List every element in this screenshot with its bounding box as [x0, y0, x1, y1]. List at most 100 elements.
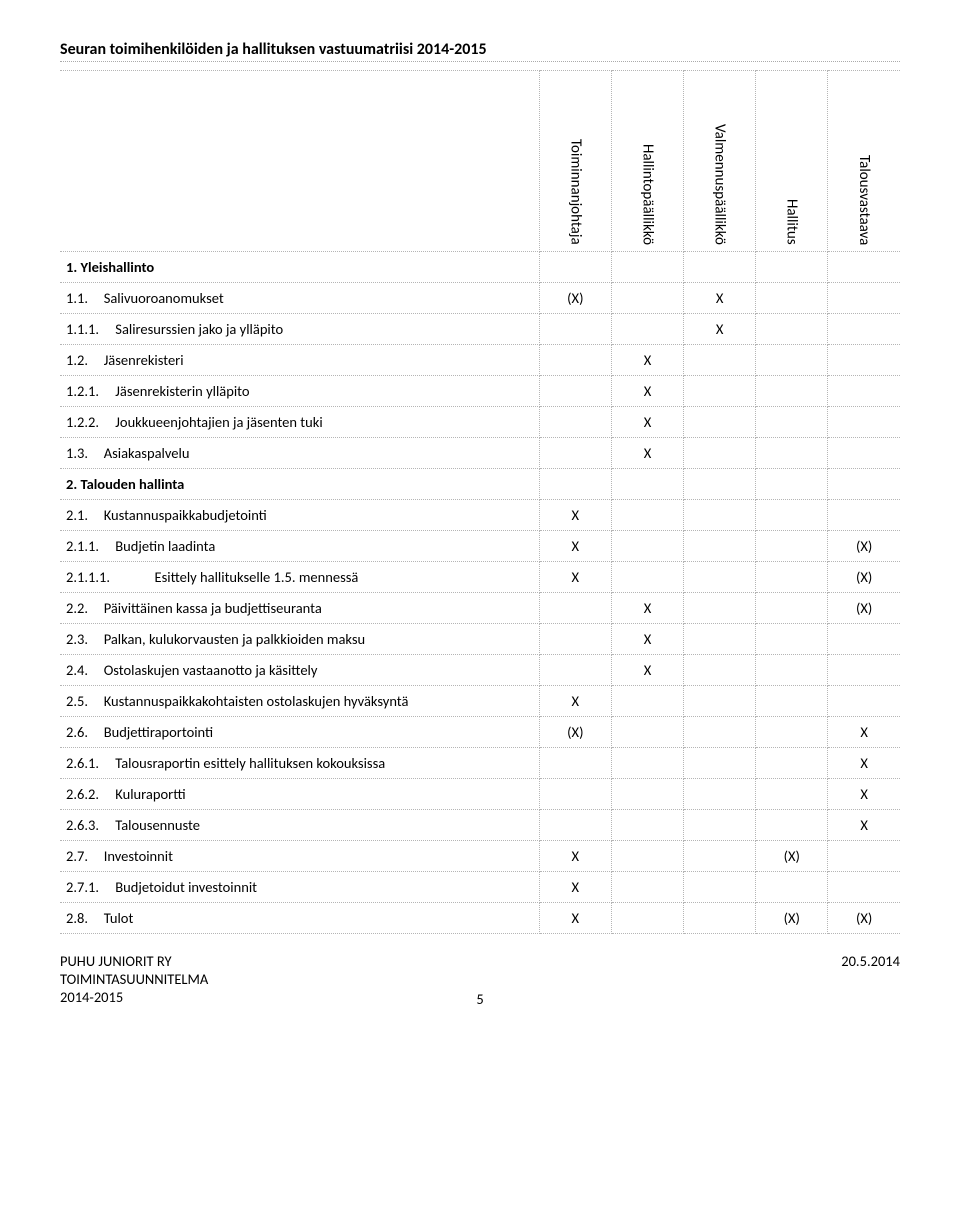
row-label: 2.2.Päivittäinen kassa ja budjettiseuran…	[60, 593, 539, 624]
row-number: 1.2.	[66, 351, 104, 369]
col-label: Toiminnanjohtaja	[566, 139, 584, 245]
matrix-cell	[611, 500, 683, 531]
matrix-cell: X	[539, 500, 611, 531]
matrix-cell: (X)	[539, 283, 611, 314]
matrix-cell	[756, 531, 828, 562]
matrix-cell: (X)	[756, 841, 828, 872]
row-number: 2.1.1.	[66, 537, 115, 555]
col-header: Toiminnanjohtaja	[539, 71, 611, 252]
row-number: 1.1.	[66, 289, 104, 307]
matrix-cell	[756, 686, 828, 717]
footer-doc: TOIMINTASUUNNITELMA	[60, 970, 208, 988]
matrix-cell	[828, 655, 900, 686]
row-number: 2.8.	[66, 909, 104, 927]
row-number: 2.2.	[66, 599, 104, 617]
row-text: Päivittäinen kassa ja budjettiseuranta	[104, 599, 322, 617]
matrix-cell	[828, 345, 900, 376]
table-row: 2.6.3.TalousennusteX	[60, 810, 900, 841]
matrix-cell	[539, 624, 611, 655]
row-text: Tulot	[104, 909, 134, 927]
row-text: Investoinnit	[104, 847, 173, 865]
row-number: 1.1.1.	[66, 320, 115, 338]
col-label: Hallintopäällikkö	[638, 144, 656, 245]
row-text: Kustannuspaikkakohtaisten ostolaskujen h…	[104, 692, 409, 710]
matrix-cell	[684, 469, 756, 500]
matrix-cell	[539, 748, 611, 779]
row-number: 2.7.1.	[66, 878, 115, 896]
row-label: 2. Talouden hallinta	[60, 469, 539, 500]
matrix-cell	[539, 469, 611, 500]
table-row: 2.8.TulotX(X)(X)	[60, 903, 900, 934]
row-text: Budjetoidut investoinnit	[115, 878, 257, 896]
matrix-cell: X	[828, 748, 900, 779]
footer-org: PUHU JUNIORIT RY	[60, 952, 208, 970]
col-header: Valmennuspäällikkö	[684, 71, 756, 252]
row-text: Joukkueenjohtajien ja jäsenten tuki	[115, 413, 322, 431]
table-row: 1.2.JäsenrekisteriX	[60, 345, 900, 376]
matrix-cell	[539, 407, 611, 438]
row-label: 2.7.1.Budjetoidut investoinnit	[60, 872, 539, 903]
matrix-cell	[684, 779, 756, 810]
matrix-cell	[684, 872, 756, 903]
matrix-cell	[756, 407, 828, 438]
table-row: 2.1.1.Budjetin laadintaX(X)	[60, 531, 900, 562]
matrix-cell: X	[539, 872, 611, 903]
col-label: Talousvastaava	[855, 155, 873, 245]
matrix-cell	[539, 438, 611, 469]
matrix-cell	[756, 810, 828, 841]
row-label: 2.6.2.Kuluraportti	[60, 779, 539, 810]
matrix-cell	[539, 376, 611, 407]
row-label: 2.1.1.Budjetin laadinta	[60, 531, 539, 562]
row-number: 2.6.	[66, 723, 104, 741]
row-text: Jäsenrekisterin ylläpito	[115, 382, 249, 400]
matrix-cell	[684, 593, 756, 624]
row-label: 2.6.3.Talousennuste	[60, 810, 539, 841]
matrix-cell	[756, 624, 828, 655]
matrix-cell: X	[539, 841, 611, 872]
matrix-cell	[828, 841, 900, 872]
matrix-cell: (X)	[828, 531, 900, 562]
matrix-cell: (X)	[828, 593, 900, 624]
matrix-cell	[684, 748, 756, 779]
row-number: 2.4.	[66, 661, 104, 679]
matrix-cell: X	[611, 624, 683, 655]
row-label: 2.3.Palkan, kulukorvausten ja palkkioide…	[60, 624, 539, 655]
row-text: Talousraportin esittely hallituksen koko…	[115, 754, 385, 772]
matrix-cell	[756, 748, 828, 779]
matrix-cell	[684, 841, 756, 872]
row-text: Palkan, kulukorvausten ja palkkioiden ma…	[104, 630, 365, 648]
row-label: 2.8.Tulot	[60, 903, 539, 934]
row-label: 1.2.2.Joukkueenjohtajien ja jäsenten tuk…	[60, 407, 539, 438]
matrix-cell	[828, 624, 900, 655]
table-row: 2.6.1.Talousraportin esittely hallitukse…	[60, 748, 900, 779]
row-text: Budjettiraportointi	[104, 723, 213, 741]
col-header: Talousvastaava	[828, 71, 900, 252]
table-row: 1.3.AsiakaspalveluX	[60, 438, 900, 469]
row-text: Salivuoroanomukset	[104, 289, 224, 307]
row-text: Kustannuspaikkabudjetointi	[104, 506, 267, 524]
matrix-cell	[684, 252, 756, 283]
matrix-cell	[539, 779, 611, 810]
row-number: 1.2.2.	[66, 413, 115, 431]
matrix-cell	[611, 903, 683, 934]
matrix-cell	[828, 686, 900, 717]
matrix-cell: X	[611, 593, 683, 624]
matrix-cell	[539, 314, 611, 345]
matrix-cell: X	[828, 717, 900, 748]
row-number: 2.1.	[66, 506, 104, 524]
matrix-cell	[684, 500, 756, 531]
header-blank	[60, 71, 539, 252]
table-row: 2.1.Kustannuspaikkabudjetointi X	[60, 500, 900, 531]
matrix-cell	[828, 438, 900, 469]
row-label: 1.2.Jäsenrekisteri	[60, 345, 539, 376]
matrix-cell: X	[611, 438, 683, 469]
matrix-cell	[611, 810, 683, 841]
matrix-cell	[828, 407, 900, 438]
matrix-cell	[684, 655, 756, 686]
row-number: 2.6.2.	[66, 785, 115, 803]
row-number: 2.6.1.	[66, 754, 115, 772]
matrix-cell	[684, 810, 756, 841]
matrix-cell: (X)	[828, 562, 900, 593]
matrix-cell: X	[611, 376, 683, 407]
matrix-cell	[828, 252, 900, 283]
